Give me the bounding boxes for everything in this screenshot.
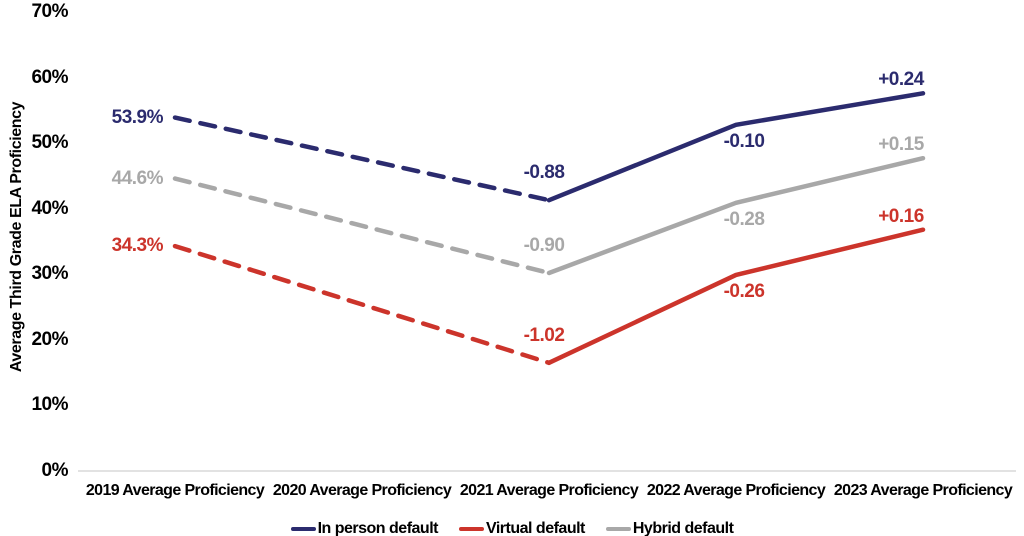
y-tick-label: 50% <box>31 132 68 154</box>
series-solid-line-hybrid-default <box>546 155 926 276</box>
point-label-in-person-default: +0.24 <box>878 69 924 91</box>
x-category-label: 2022 Average Proficiency <box>646 482 826 499</box>
point-label-virtual-default: +0.16 <box>878 205 924 227</box>
x-category-label: 2019 Average Proficiency <box>85 482 265 499</box>
legend-swatch-virtual-default <box>458 527 484 531</box>
y-tick-label: 70% <box>31 1 68 22</box>
point-label-hybrid-default: -0.90 <box>523 234 565 256</box>
y-tick-label: 60% <box>31 66 68 88</box>
legend-item-hybrid-default: Hybrid default <box>605 520 734 536</box>
legend-item-virtual-default: Virtual default <box>458 520 585 536</box>
legend: In person default Virtual default Hybrid d… <box>0 520 1024 536</box>
legend-label: Hybrid default <box>632 520 734 536</box>
series-solid-line-virtual-default <box>546 227 926 366</box>
point-label-virtual-default: -1.02 <box>523 324 565 346</box>
point-label-virtual-default: 34.3% <box>111 235 164 257</box>
x-category-label: 2023 Average Proficiency <box>833 482 1013 499</box>
legend-item-in-person-default: In person default <box>290 520 439 536</box>
y-tick-label: 10% <box>31 394 68 416</box>
series-dashed-line-in-person-default <box>172 115 552 203</box>
y-tick-label: 0% <box>41 460 69 481</box>
point-label-virtual-default: -0.26 <box>723 280 765 302</box>
legend-swatch-in-person-default <box>290 527 316 531</box>
x-category-label: 2020 Average Proficiency <box>272 482 452 499</box>
legend-swatch-hybrid-default <box>605 527 631 531</box>
point-label-hybrid-default: 44.6% <box>111 167 164 189</box>
y-tick-label: 20% <box>31 328 68 350</box>
legend-label: In person default <box>317 520 439 536</box>
series-dashed-line-virtual-default <box>172 243 552 366</box>
series-dashed-line-hybrid-default <box>172 176 552 276</box>
point-label-hybrid-default: +0.15 <box>878 134 924 156</box>
point-label-hybrid-default: -0.28 <box>723 208 765 230</box>
y-tick-label: 40% <box>31 197 68 219</box>
point-label-in-person-default: -0.10 <box>723 130 765 152</box>
legend-label: Virtual default <box>485 520 585 536</box>
point-label-in-person-default: -0.88 <box>523 162 565 184</box>
point-label-in-person-default: 53.9% <box>111 106 164 128</box>
x-category-label: 2021 Average Proficiency <box>459 482 639 499</box>
series-solid-line-in-person-default <box>546 91 926 203</box>
y-tick-label: 30% <box>31 263 68 285</box>
